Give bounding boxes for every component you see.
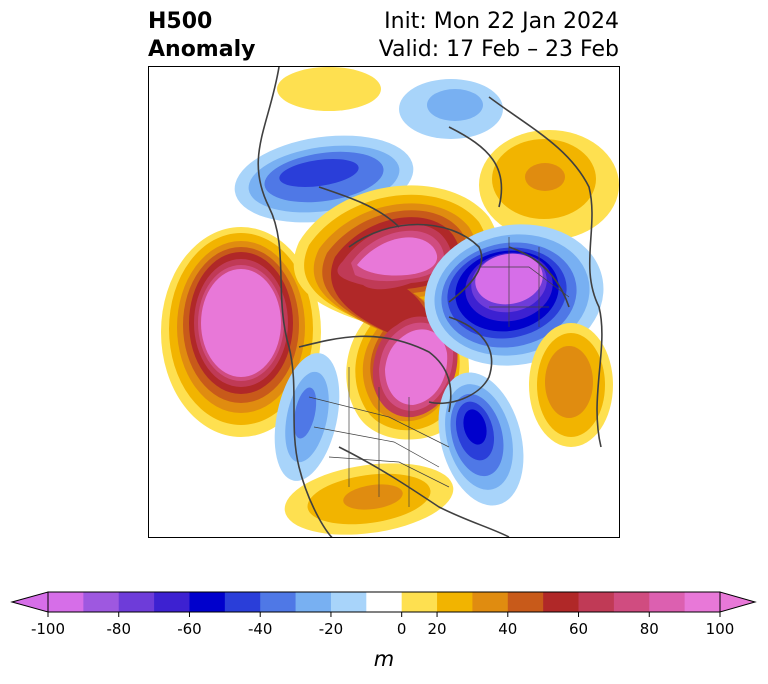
coastlines xyxy=(257,67,603,537)
colorbar-segment xyxy=(543,592,580,612)
colorbar-segment xyxy=(330,592,367,612)
colorbar-segment xyxy=(578,592,615,612)
chart-title: H500 Anomaly xyxy=(148,8,255,64)
pacific-ridge xyxy=(161,227,321,437)
colorbar-segments xyxy=(48,592,721,612)
arctic-small-ridge xyxy=(277,67,381,111)
init-date: Init: Mon 22 Jan 2024 xyxy=(384,9,619,34)
colorbar-unit: m xyxy=(374,647,394,671)
anomaly-map xyxy=(161,67,619,537)
colorbar-segment xyxy=(224,592,261,612)
colorbar-segment xyxy=(684,592,721,612)
colorbar-tick-label: 80 xyxy=(640,620,659,638)
colorbar-segment xyxy=(118,592,155,612)
colorbar-segment xyxy=(472,592,509,612)
colorbar-segment xyxy=(154,592,190,612)
colorbar-tick-label: -20 xyxy=(319,620,344,638)
colorbar-segment xyxy=(295,592,332,612)
title-line-2: Anomaly xyxy=(148,37,256,62)
colorbar-tick-label: 100 xyxy=(706,620,735,638)
map-panel xyxy=(148,66,620,538)
colorbar-segment xyxy=(83,592,120,612)
colorbar-segment xyxy=(437,592,473,612)
colorbar-segment xyxy=(189,592,226,612)
colorbar-ticks: -100 -80 -60 -40 -20 0 20 40 60 80 100 xyxy=(31,612,734,638)
colorbar-tick-label: -80 xyxy=(106,620,131,638)
west-coast-trough xyxy=(274,353,340,481)
borders xyxy=(308,237,570,507)
colorbar-segment xyxy=(401,592,438,612)
date-info: Init: Mon 22 Jan 2024 Valid: 17 Feb – 23… xyxy=(379,8,619,64)
southern-us-ridge xyxy=(284,463,454,535)
colorbar-extend-low xyxy=(10,591,49,613)
colorbar-segment xyxy=(613,592,650,612)
colorbar-tick-label: -100 xyxy=(31,620,65,638)
colorbar-segment xyxy=(260,592,297,612)
atlantic-ridge xyxy=(529,323,613,447)
colorbar: -100 -80 -60 -40 -20 0 20 40 60 80 100 m xyxy=(10,591,757,671)
colorbar-outline xyxy=(47,591,721,613)
colorbar-tick-label: 40 xyxy=(498,620,517,638)
colorbar-tick-label: 0 xyxy=(397,620,407,638)
title-line-1: H500 xyxy=(148,9,213,34)
valid-date-range: Valid: 17 Feb – 23 Feb xyxy=(378,37,619,62)
colorbar-segment xyxy=(366,592,403,612)
europe-ridge xyxy=(479,130,619,240)
colorbar-segment xyxy=(507,592,544,612)
colorbar-tick-label: 20 xyxy=(428,620,447,638)
colorbar-extend-high xyxy=(719,591,757,613)
colorbar-tick-label: -60 xyxy=(177,620,202,638)
colorbar-tick-label: 60 xyxy=(569,620,588,638)
colorbar-tick-label: -40 xyxy=(248,620,273,638)
colorbar-segment xyxy=(649,592,686,612)
atlantic-trough xyxy=(438,372,524,506)
colorbar-segment xyxy=(48,592,84,612)
